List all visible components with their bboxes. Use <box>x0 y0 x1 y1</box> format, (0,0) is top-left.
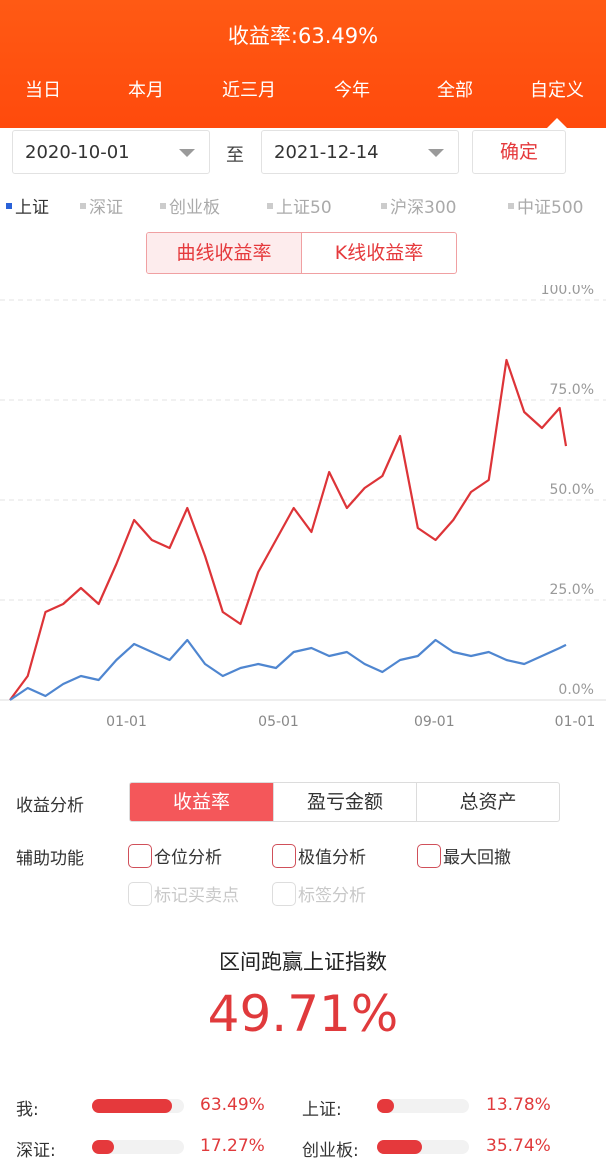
cmp-bar-fill <box>92 1140 115 1154</box>
return-chart: 0.0% 25.0% 50.0% 75.0% 100.0% 01-01 05-01 09-01… <box>0 285 606 730</box>
kline-return-option[interactable]: K线收益率 <box>334 242 424 264</box>
legend-marker-icon <box>80 203 86 209</box>
legend-marker-icon <box>160 203 166 209</box>
return-title: 收益率:63.49% <box>227 24 379 48</box>
cmp-label-me: 我: <box>16 1100 39 1120</box>
toggle-divider <box>301 233 302 273</box>
end-date-value: 2021-12-14 <box>274 142 379 163</box>
tab-this-month[interactable]: 本月 <box>128 80 164 101</box>
cmp-label-shanghai: 上证: <box>302 1100 342 1120</box>
y-tick-label: 0.0% <box>558 682 594 698</box>
checkbox-label: 最大回撤 <box>443 848 511 868</box>
legend-item-chinext[interactable]: 创业板 <box>160 193 220 218</box>
my-return-line <box>9 358 568 701</box>
legend-label: 深证 <box>89 198 123 218</box>
checkbox-icon <box>417 844 441 868</box>
confirm-button[interactable]: 确定 <box>472 130 566 174</box>
y-tick-label: 100.0% <box>541 285 594 298</box>
analysis-option-total-assets[interactable]: 总资产 <box>459 791 517 813</box>
date-range-separator: 至 <box>226 145 244 166</box>
analysis-option-return-rate[interactable]: 收益率 <box>130 783 273 821</box>
legend-label: 上证50 <box>276 198 332 218</box>
cmp-label-shenzhen: 深证: <box>16 1141 56 1161</box>
cmp-value-chinext: 35.74% <box>486 1136 551 1156</box>
cmp-bar-fill <box>92 1099 173 1113</box>
chevron-down-icon <box>179 149 195 157</box>
checkbox-label: 标签分析 <box>298 886 366 906</box>
tag-analysis-checkbox[interactable]: 标签分析 <box>272 881 366 908</box>
max-drawdown-checkbox[interactable]: 最大回撤 <box>417 843 511 870</box>
legend-label: 中证500 <box>517 198 584 218</box>
tab-today[interactable]: 当日 <box>25 80 61 101</box>
checkbox-label: 极值分析 <box>298 848 366 868</box>
extreme-analysis-checkbox[interactable]: 极值分析 <box>272 843 366 870</box>
cmp-bar-shanghai <box>377 1099 469 1113</box>
cmp-bar-me <box>92 1099 184 1113</box>
y-tick-label: 25.0% <box>550 582 594 598</box>
chevron-down-icon <box>428 149 444 157</box>
curve-type-toggle: 曲线收益率 K线收益率 <box>146 232 457 274</box>
legend-item-shanghai[interactable]: 上证 <box>6 193 49 218</box>
tab-last-three-months[interactable]: 近三月 <box>222 80 276 101</box>
tab-all[interactable]: 全部 <box>437 80 473 101</box>
legend-item-csi500[interactable]: 中证500 <box>508 193 583 218</box>
cmp-label-chinext: 创业板: <box>302 1141 359 1161</box>
analysis-label: 收益分析 <box>16 796 84 816</box>
index-legend: 上证 深证 创业板 上证50 沪深300 中证500 <box>0 193 606 218</box>
tab-this-year[interactable]: 今年 <box>334 80 370 101</box>
cmp-value-shanghai: 13.78% <box>486 1095 551 1115</box>
checkbox-icon <box>272 882 296 906</box>
cmp-value-me: 63.49% <box>200 1095 265 1115</box>
header-bar: 收益率:63.49% 当日 本月 近三月 今年 全部 自定义 <box>0 0 606 128</box>
legend-item-shenzhen[interactable]: 深证 <box>80 193 123 218</box>
x-tick-label: 05-01 <box>258 714 299 730</box>
cmp-bar-chinext <box>377 1140 469 1154</box>
segment-divider <box>273 783 274 821</box>
index-return-line <box>9 638 567 701</box>
legend-item-csi300[interactable]: 沪深300 <box>381 193 456 218</box>
selected-tab-indicator <box>547 118 567 128</box>
tab-custom[interactable]: 自定义 <box>530 80 584 101</box>
legend-label: 创业板 <box>169 198 220 218</box>
cmp-bar-fill <box>377 1099 395 1113</box>
y-tick-label: 75.0% <box>550 382 594 398</box>
start-date-value: 2020-10-01 <box>25 142 130 163</box>
y-tick-label: 50.0% <box>550 482 594 498</box>
curve-return-option[interactable]: 曲线收益率 <box>147 233 301 273</box>
analysis-option-profit-loss[interactable]: 盈亏金额 <box>306 791 383 813</box>
cmp-bar-shenzhen <box>92 1140 184 1154</box>
checkbox-icon <box>128 882 152 906</box>
checkbox-icon <box>272 844 296 868</box>
trade-points-checkbox[interactable]: 标记买卖点 <box>128 881 239 908</box>
beat-index-value: 49.71% <box>207 985 399 1043</box>
x-tick-label: 01-01 <box>555 714 596 730</box>
checkbox-label: 标记买卖点 <box>154 886 239 906</box>
legend-marker-icon <box>267 203 273 209</box>
cmp-bar-fill <box>377 1140 423 1154</box>
end-date-select[interactable]: 2021-12-14 <box>261 130 459 174</box>
x-tick-label: 09-01 <box>414 714 455 730</box>
legend-item-sse50[interactable]: 上证50 <box>267 193 332 218</box>
checkbox-icon <box>128 844 152 868</box>
beat-index-title: 区间跑赢上证指数 <box>219 950 387 974</box>
legend-label: 上证 <box>15 198 49 218</box>
aux-label: 辅助功能 <box>16 849 84 869</box>
analysis-toggle: 收益率 盈亏金额 总资产 <box>129 782 560 822</box>
start-date-select[interactable]: 2020-10-01 <box>12 130 210 174</box>
x-tick-label: 01-01 <box>106 714 147 730</box>
position-analysis-checkbox[interactable]: 仓位分析 <box>128 843 222 870</box>
legend-marker-icon <box>6 203 12 209</box>
legend-marker-icon <box>381 203 387 209</box>
period-tabs: 当日 本月 近三月 今年 全部 自定义 <box>0 76 606 106</box>
cmp-value-shenzhen: 17.27% <box>200 1136 265 1156</box>
segment-divider <box>416 783 417 821</box>
legend-label: 沪深300 <box>390 198 457 218</box>
legend-marker-icon <box>508 203 514 209</box>
checkbox-label: 仓位分析 <box>154 848 222 868</box>
